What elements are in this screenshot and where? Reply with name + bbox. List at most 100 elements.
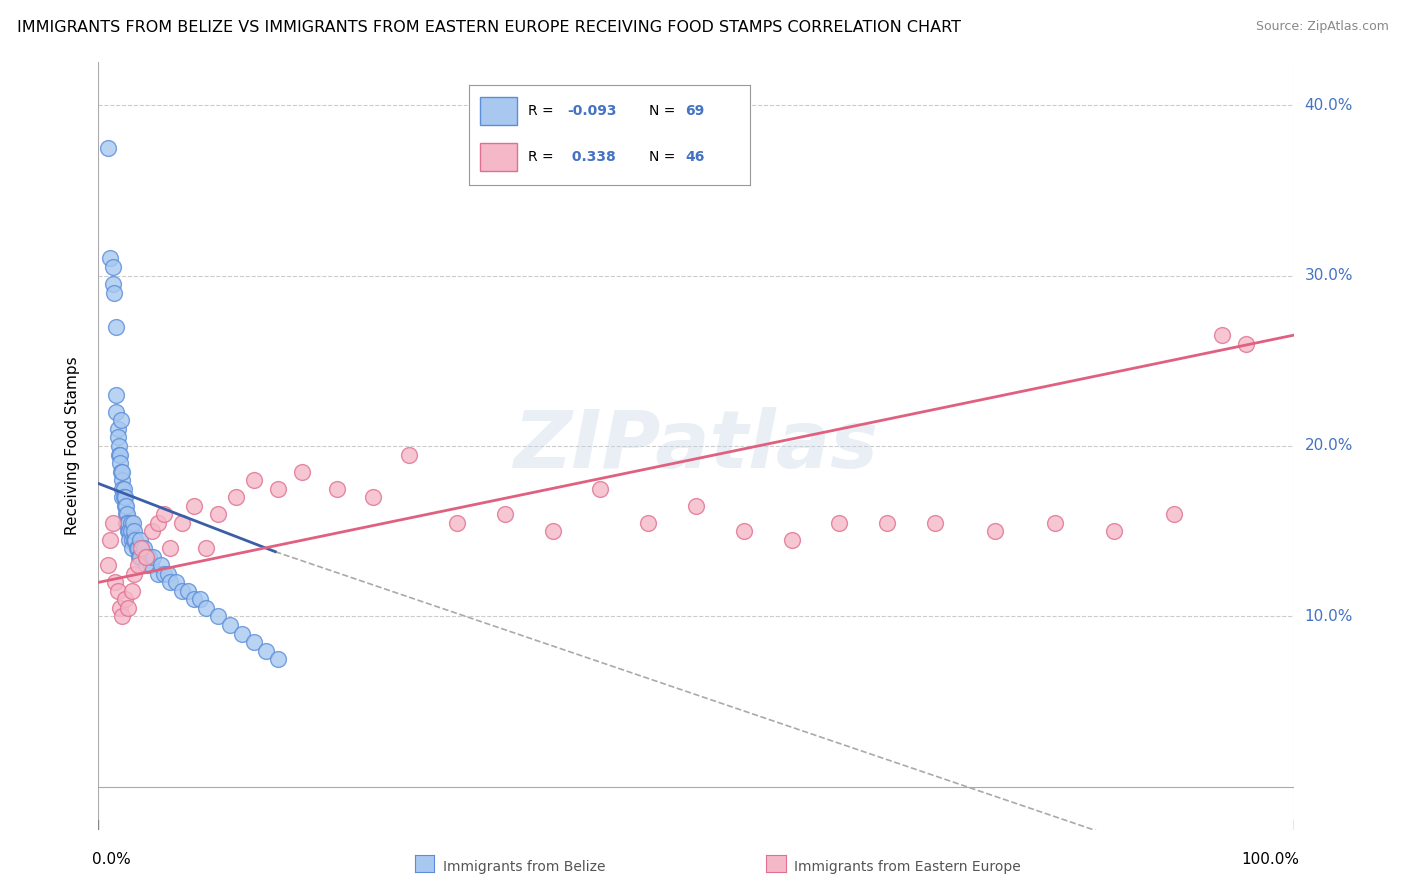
Point bbox=[111, 482, 134, 496]
Point bbox=[1234, 336, 1257, 351]
Point bbox=[135, 558, 157, 573]
Point bbox=[104, 575, 127, 590]
Point bbox=[159, 541, 181, 556]
Point bbox=[780, 533, 803, 547]
Point bbox=[156, 566, 179, 581]
Point bbox=[984, 524, 1007, 539]
Point bbox=[254, 643, 277, 657]
Point bbox=[107, 448, 129, 462]
Point bbox=[121, 533, 143, 547]
Text: 0.0%: 0.0% bbox=[93, 852, 131, 867]
Point bbox=[115, 516, 138, 530]
Point bbox=[101, 516, 124, 530]
Point bbox=[105, 388, 128, 402]
Point bbox=[398, 448, 420, 462]
Text: Immigrants from Eastern Europe: Immigrants from Eastern Europe bbox=[794, 860, 1021, 874]
Point bbox=[101, 260, 124, 274]
Point bbox=[188, 592, 211, 607]
Point bbox=[128, 549, 150, 564]
Point bbox=[172, 583, 194, 598]
Point bbox=[114, 499, 136, 513]
Point bbox=[124, 566, 146, 581]
Point bbox=[120, 516, 142, 530]
Point bbox=[129, 533, 152, 547]
Point bbox=[446, 516, 468, 530]
Point bbox=[1163, 507, 1185, 521]
Point bbox=[267, 652, 290, 666]
Point bbox=[129, 549, 152, 564]
Point bbox=[110, 413, 132, 427]
Point bbox=[231, 626, 253, 640]
Text: 10.0%: 10.0% bbox=[1305, 609, 1353, 624]
Point bbox=[153, 566, 176, 581]
Point bbox=[111, 490, 134, 504]
Point bbox=[98, 533, 122, 547]
Point bbox=[122, 516, 145, 530]
Point bbox=[97, 558, 120, 573]
Point bbox=[135, 549, 157, 564]
Point bbox=[132, 541, 155, 556]
Point bbox=[183, 499, 205, 513]
Point bbox=[243, 473, 266, 487]
Point bbox=[121, 541, 143, 556]
Point bbox=[107, 439, 129, 453]
Point bbox=[124, 533, 146, 547]
Point bbox=[105, 319, 128, 334]
Point bbox=[98, 252, 122, 266]
Point bbox=[108, 601, 131, 615]
Point bbox=[120, 524, 142, 539]
Point bbox=[541, 524, 564, 539]
Point bbox=[148, 516, 170, 530]
Point bbox=[139, 558, 162, 573]
Point bbox=[115, 507, 138, 521]
Point bbox=[103, 285, 125, 300]
Point bbox=[326, 482, 349, 496]
Point bbox=[112, 490, 135, 504]
Point bbox=[117, 516, 139, 530]
Point bbox=[142, 549, 165, 564]
Point bbox=[124, 533, 146, 547]
Text: Source: ZipAtlas.com: Source: ZipAtlas.com bbox=[1256, 20, 1389, 33]
Text: 20.0%: 20.0% bbox=[1305, 439, 1353, 453]
Y-axis label: Receiving Food Stamps: Receiving Food Stamps bbox=[65, 357, 80, 535]
Text: Immigrants from Belize: Immigrants from Belize bbox=[443, 860, 606, 874]
Point bbox=[207, 507, 229, 521]
Point bbox=[637, 516, 659, 530]
Point bbox=[589, 482, 612, 496]
Point bbox=[219, 618, 242, 632]
Point bbox=[153, 507, 176, 521]
Point bbox=[494, 507, 516, 521]
Point bbox=[111, 473, 134, 487]
Point bbox=[127, 558, 149, 573]
Point bbox=[114, 592, 136, 607]
Point bbox=[149, 558, 172, 573]
Point bbox=[107, 422, 129, 436]
Point bbox=[135, 549, 157, 564]
Point bbox=[97, 141, 120, 155]
Point bbox=[124, 524, 146, 539]
Text: ZIPatlas: ZIPatlas bbox=[513, 407, 879, 485]
Point bbox=[115, 507, 138, 521]
Point bbox=[159, 575, 181, 590]
Point bbox=[108, 456, 131, 470]
Point bbox=[685, 499, 707, 513]
Point bbox=[118, 533, 141, 547]
Point bbox=[1104, 524, 1126, 539]
Point bbox=[148, 566, 170, 581]
Point bbox=[876, 516, 898, 530]
Point bbox=[141, 524, 163, 539]
Point bbox=[131, 541, 153, 556]
Point bbox=[125, 541, 148, 556]
Point bbox=[117, 524, 139, 539]
Point bbox=[114, 490, 136, 504]
Point bbox=[115, 499, 138, 513]
Point bbox=[138, 549, 160, 564]
Point bbox=[243, 635, 266, 649]
Point bbox=[225, 490, 247, 504]
Point bbox=[117, 601, 139, 615]
Point bbox=[105, 405, 128, 419]
Point bbox=[112, 482, 135, 496]
Point bbox=[111, 609, 134, 624]
Point bbox=[828, 516, 851, 530]
Point bbox=[107, 430, 129, 444]
